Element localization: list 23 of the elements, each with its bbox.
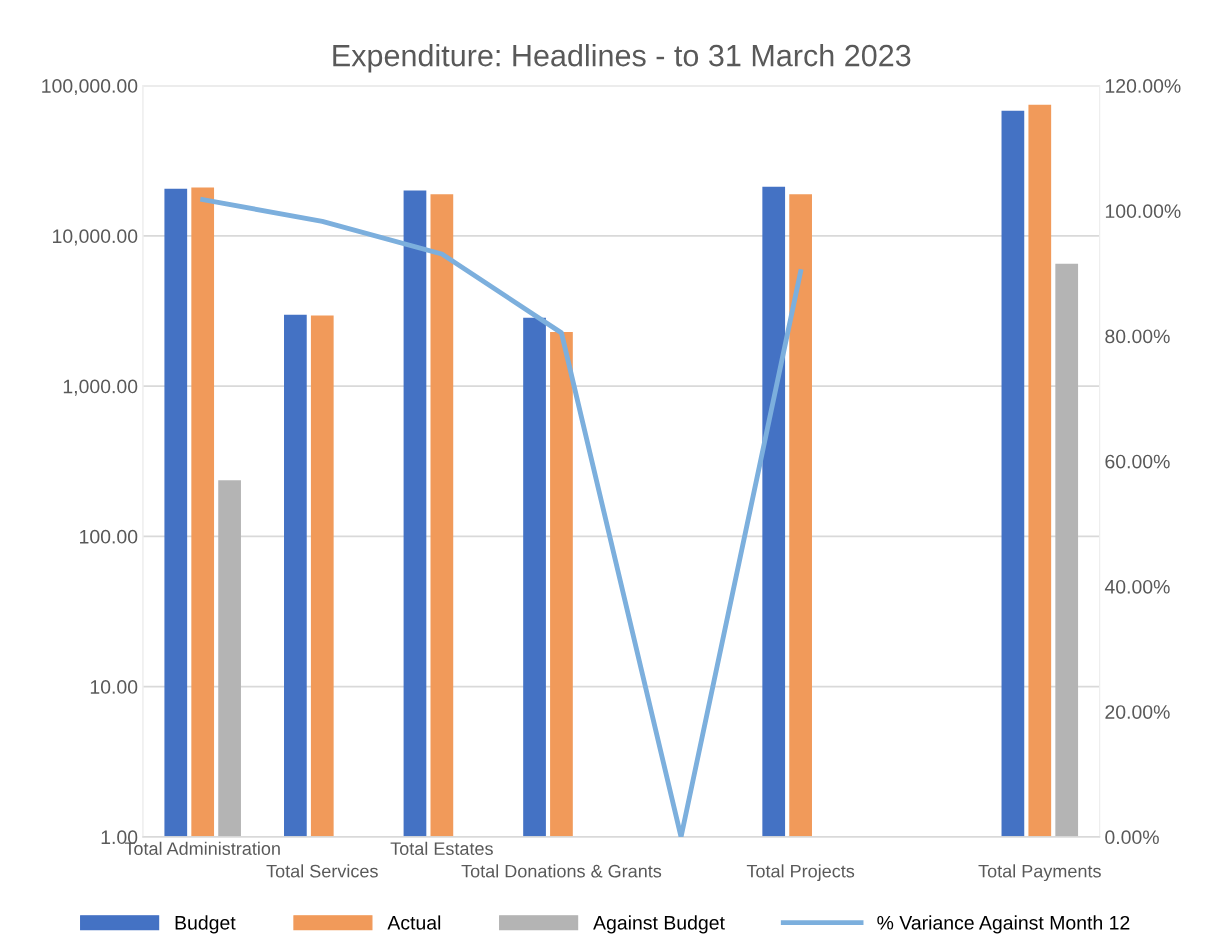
- legend-label: Budget: [175, 915, 236, 934]
- x-tick-label: Total Services: [266, 864, 378, 878]
- legend-label: Against Budget: [593, 915, 725, 934]
- x-tick-label: Total Donations & Grants: [461, 864, 662, 878]
- y2-tick-label: 40.00%: [1104, 579, 1170, 594]
- line-series: [200, 197, 804, 837]
- y-tick-label: 100,000.00: [42, 79, 138, 96]
- y-tick-label: 10,000.00: [53, 229, 138, 246]
- y2-tick-label: 80.00%: [1105, 329, 1170, 344]
- y-tick-label: 100.00: [80, 529, 138, 544]
- y2-tick-label: 0.00%: [1105, 830, 1159, 845]
- y2-tick-label: 100.00%: [1105, 204, 1181, 219]
- chart-title: Expenditure: Headlines - to 31 March 2023: [333, 44, 911, 73]
- y2-tick-label: 60.00%: [1105, 454, 1170, 469]
- x-tick-label: Total Estates: [390, 841, 493, 855]
- legend-label: Actual: [387, 915, 441, 930]
- x-tick-label: Total Projects: [746, 864, 855, 882]
- y-tick-label: 10.00: [90, 680, 138, 694]
- y2-tick-label: 20.00%: [1105, 705, 1170, 719]
- y-tick-label: 1,000.00: [63, 379, 138, 396]
- x-tick-label: Total Payments: [978, 864, 1101, 882]
- legend-label: % Variance Against Month 12: [877, 915, 1130, 934]
- y2-tick-label: 120.00%: [1105, 79, 1181, 93]
